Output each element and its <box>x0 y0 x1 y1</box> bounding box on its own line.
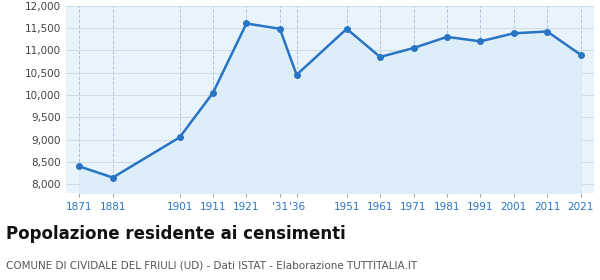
Text: COMUNE DI CIVIDALE DEL FRIULI (UD) - Dati ISTAT - Elaborazione TUTTITALIA.IT: COMUNE DI CIVIDALE DEL FRIULI (UD) - Dat… <box>6 260 417 270</box>
Text: Popolazione residente ai censimenti: Popolazione residente ai censimenti <box>6 225 346 243</box>
